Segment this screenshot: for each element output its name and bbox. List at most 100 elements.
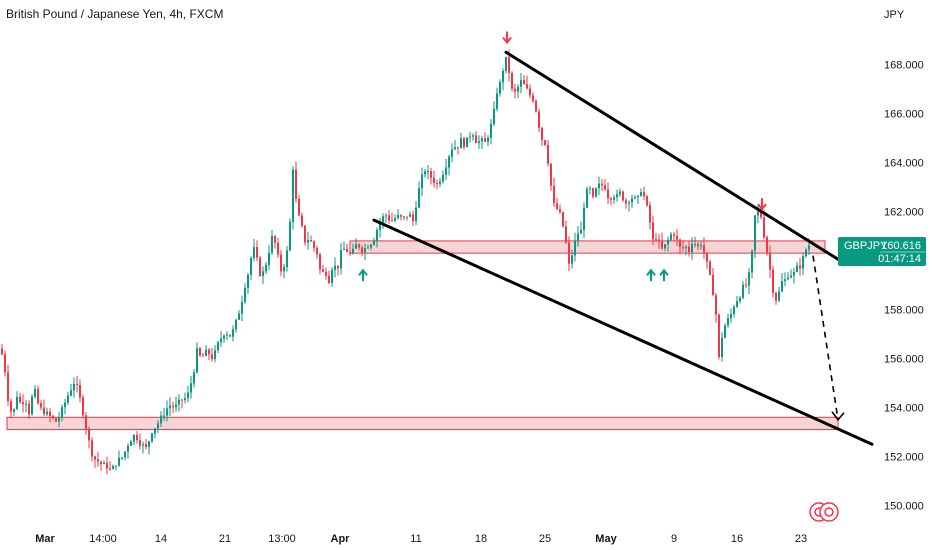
candle — [796, 261, 798, 273]
candle-body — [427, 171, 429, 173]
candle-body — [25, 403, 27, 405]
candle-body — [799, 265, 801, 269]
candle-body — [718, 314, 720, 357]
candle-body — [238, 313, 240, 320]
candle — [586, 186, 588, 209]
candle — [610, 196, 612, 206]
candle — [529, 84, 531, 99]
candle-body — [784, 279, 786, 282]
candle — [112, 464, 114, 470]
candle — [523, 75, 525, 85]
candle-body — [262, 271, 264, 276]
candle — [136, 430, 138, 444]
candle — [787, 272, 789, 281]
candle-body — [676, 235, 678, 240]
candle — [535, 99, 537, 113]
candle-body — [253, 247, 255, 259]
candle-body — [337, 265, 339, 269]
candle-body — [265, 264, 267, 272]
candle — [4, 350, 6, 377]
candle — [175, 396, 177, 412]
candle-body — [241, 301, 243, 314]
candle-body — [496, 93, 498, 109]
candle — [337, 265, 339, 276]
candle-body — [763, 217, 765, 238]
candle — [652, 215, 654, 246]
candle-body — [286, 250, 288, 268]
candle-body — [355, 244, 357, 249]
candle — [310, 235, 312, 242]
candle-body — [340, 250, 342, 269]
events-icon[interactable] — [809, 502, 839, 522]
candle — [22, 394, 24, 413]
candle-body — [292, 169, 294, 222]
badge-countdown: 01:47:14 — [878, 253, 921, 265]
candle — [706, 252, 708, 269]
candle — [688, 240, 690, 257]
candle — [304, 225, 306, 246]
candle — [55, 417, 57, 423]
candle — [748, 268, 750, 295]
candle-body — [13, 408, 15, 412]
candle — [433, 170, 435, 188]
candle-body — [688, 246, 690, 252]
candle-body — [91, 440, 93, 457]
y-tick-label: 168.000 — [884, 60, 924, 72]
candle-body — [43, 407, 45, 415]
projection-arrowhead — [831, 411, 845, 422]
time-axis[interactable]: Mar 14:00 14 21 13:00 Apr 11 18 25 May 9 16 23 — [35, 533, 807, 545]
candle-body — [595, 188, 597, 197]
candle — [82, 394, 84, 419]
candle — [445, 158, 447, 181]
candle — [556, 197, 558, 211]
candle — [250, 256, 252, 281]
price-axis[interactable]: JPY 150.000 152.000 154.000 156.000 158.000 1… — [874, 0, 924, 550]
candle — [340, 242, 342, 275]
candle — [106, 456, 108, 475]
candle — [679, 238, 681, 255]
candle — [214, 345, 216, 363]
candle — [448, 154, 450, 176]
candle — [94, 455, 96, 468]
candle — [730, 308, 732, 323]
candle — [37, 386, 39, 405]
candle — [223, 334, 225, 343]
candle — [571, 249, 573, 269]
candle — [133, 434, 135, 446]
candle — [589, 185, 591, 195]
candle-body — [352, 248, 354, 254]
candle — [400, 214, 402, 221]
x-tick-label: 18 — [475, 533, 487, 545]
candle — [691, 237, 693, 260]
candle-body — [598, 183, 600, 189]
candle-body — [805, 249, 807, 257]
candle-body — [433, 177, 435, 183]
candle-body — [319, 254, 321, 270]
candle-body — [550, 163, 552, 186]
chart-title: British Pound / Japanese Yen, 4h, FXCM — [6, 7, 223, 21]
candle-body — [790, 275, 792, 278]
candle-body — [679, 239, 681, 248]
candle-body — [715, 295, 717, 315]
candle — [277, 237, 279, 258]
price-zone — [349, 240, 826, 254]
candle — [331, 267, 333, 287]
candle-body — [466, 137, 468, 148]
arrow-down-icon — [757, 198, 767, 211]
candle — [454, 139, 456, 151]
candle — [724, 323, 726, 339]
candle-body — [394, 218, 396, 221]
candle-body — [721, 337, 723, 357]
candle-body — [1, 348, 3, 355]
candle — [403, 215, 405, 221]
candle — [397, 209, 399, 220]
candle — [469, 131, 471, 143]
candle-body — [316, 247, 318, 255]
candle — [583, 202, 585, 239]
candle-body — [49, 411, 51, 416]
candle — [631, 194, 633, 208]
candle-body — [502, 70, 504, 83]
candle-body — [631, 198, 633, 203]
candle-body — [343, 249, 345, 251]
